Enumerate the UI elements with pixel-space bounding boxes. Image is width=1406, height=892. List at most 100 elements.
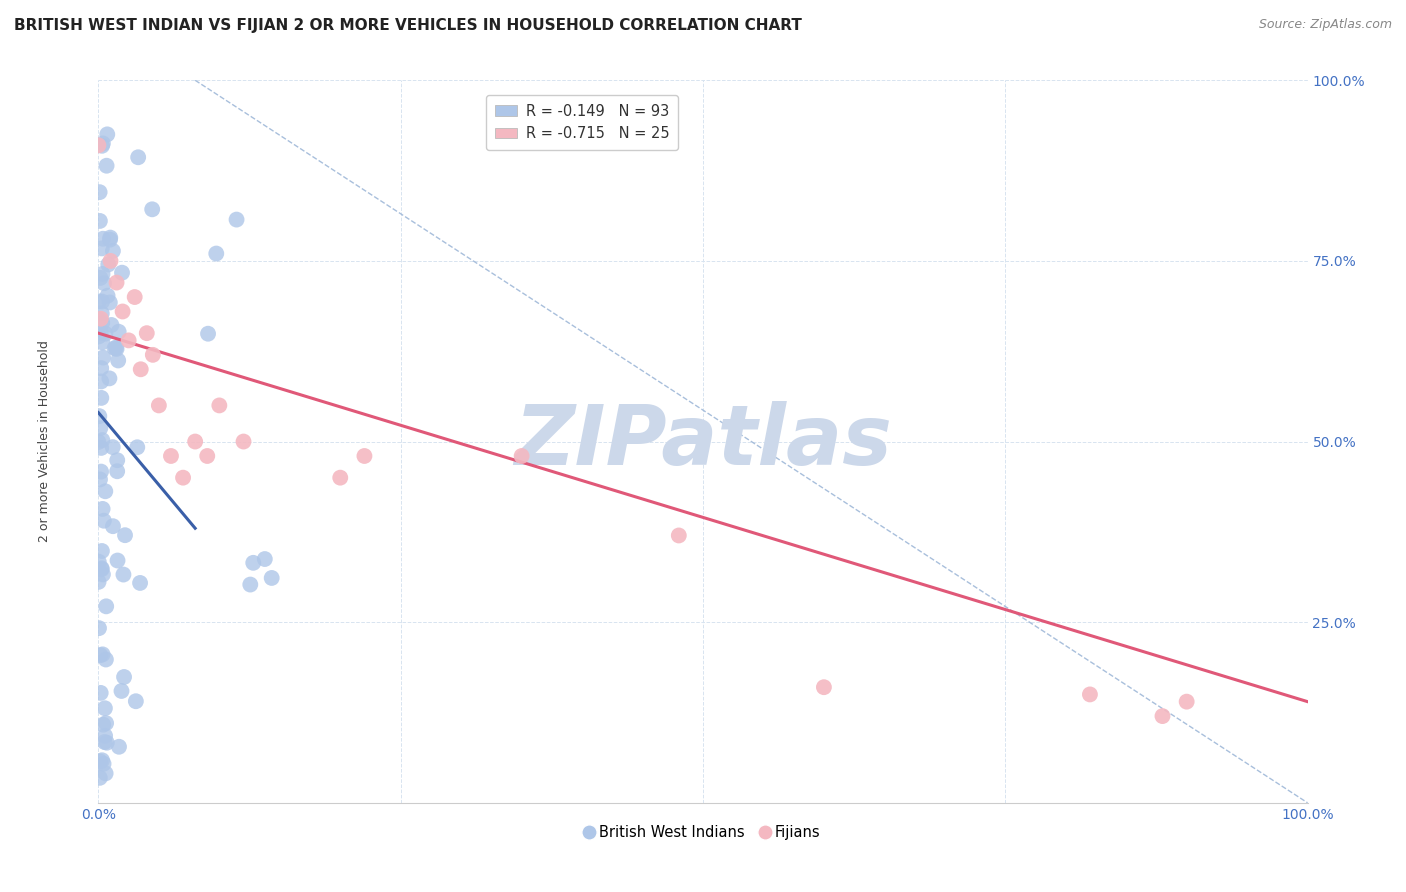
Point bbox=[129, 576, 152, 591]
Point bbox=[89, 755, 111, 769]
Point bbox=[89, 214, 111, 228]
Point bbox=[91, 567, 114, 582]
Point bbox=[94, 716, 117, 731]
Point bbox=[90, 544, 112, 558]
Point bbox=[127, 150, 149, 164]
Point bbox=[205, 246, 228, 260]
Point bbox=[107, 553, 129, 567]
Point bbox=[107, 325, 129, 339]
Point bbox=[90, 686, 112, 700]
Point bbox=[90, 311, 112, 326]
Point bbox=[90, 441, 112, 455]
Point bbox=[104, 341, 127, 355]
Point bbox=[239, 577, 262, 591]
Point bbox=[232, 434, 254, 449]
Point bbox=[94, 701, 117, 715]
Point bbox=[100, 318, 122, 332]
Point bbox=[93, 735, 115, 749]
Point bbox=[87, 329, 110, 343]
Point bbox=[197, 326, 219, 341]
Point bbox=[1152, 709, 1174, 723]
Point bbox=[111, 266, 134, 280]
Point bbox=[135, 326, 157, 341]
Point bbox=[91, 753, 114, 767]
Point bbox=[98, 371, 121, 385]
Point bbox=[98, 295, 121, 310]
Point bbox=[90, 241, 112, 255]
Point bbox=[89, 271, 111, 285]
Point bbox=[90, 465, 112, 479]
Point bbox=[1175, 695, 1198, 709]
Point bbox=[89, 648, 111, 663]
Point bbox=[87, 621, 110, 635]
Point bbox=[87, 312, 110, 326]
Point bbox=[112, 670, 135, 684]
Point bbox=[91, 294, 114, 309]
Point bbox=[105, 342, 128, 356]
Point bbox=[225, 212, 247, 227]
Point bbox=[160, 449, 183, 463]
Point bbox=[96, 128, 118, 142]
Point bbox=[101, 244, 124, 258]
Point bbox=[101, 440, 124, 454]
Point bbox=[329, 471, 352, 485]
Point bbox=[96, 736, 118, 750]
Text: ZIPatlas: ZIPatlas bbox=[515, 401, 891, 482]
Point bbox=[242, 556, 264, 570]
Point bbox=[97, 288, 120, 302]
Point bbox=[260, 571, 283, 585]
Point bbox=[118, 334, 141, 348]
Point bbox=[510, 449, 533, 463]
Point bbox=[105, 453, 128, 467]
Point bbox=[114, 528, 136, 542]
Point bbox=[107, 353, 129, 368]
Point bbox=[93, 277, 115, 291]
Point bbox=[111, 304, 134, 318]
Point bbox=[141, 202, 163, 217]
Point bbox=[97, 258, 120, 272]
Point bbox=[100, 253, 122, 268]
Point bbox=[101, 519, 124, 533]
Point bbox=[253, 552, 276, 566]
Point bbox=[195, 449, 218, 463]
Point bbox=[91, 335, 114, 350]
Text: BRITISH WEST INDIAN VS FIJIAN 2 OR MORE VEHICLES IN HOUSEHOLD CORRELATION CHART: BRITISH WEST INDIAN VS FIJIAN 2 OR MORE … bbox=[14, 18, 801, 33]
Point bbox=[94, 652, 117, 666]
Point bbox=[90, 391, 112, 405]
Point bbox=[98, 233, 121, 247]
Point bbox=[129, 362, 152, 376]
Point bbox=[91, 136, 114, 151]
Point bbox=[91, 232, 114, 246]
Point bbox=[90, 562, 112, 576]
Point bbox=[353, 449, 375, 463]
Point bbox=[125, 694, 148, 708]
Point bbox=[91, 433, 114, 447]
Point bbox=[94, 484, 117, 499]
Point bbox=[110, 684, 132, 698]
Point bbox=[105, 464, 128, 478]
Point bbox=[148, 398, 170, 412]
Point bbox=[91, 351, 114, 365]
Point bbox=[90, 561, 112, 575]
Legend: British West Indians, Fijians: British West Indians, Fijians bbox=[579, 820, 827, 847]
Point bbox=[90, 306, 112, 320]
Point bbox=[93, 514, 115, 528]
Point bbox=[94, 729, 117, 743]
Point bbox=[89, 185, 111, 199]
Point bbox=[124, 290, 146, 304]
Point bbox=[1078, 687, 1101, 701]
Point bbox=[90, 326, 112, 340]
Point bbox=[668, 528, 690, 542]
Point bbox=[105, 276, 128, 290]
Point bbox=[91, 267, 114, 281]
Point bbox=[98, 230, 121, 244]
Point bbox=[87, 555, 110, 569]
Point bbox=[112, 567, 135, 582]
Point bbox=[87, 138, 110, 153]
Point bbox=[94, 766, 117, 780]
Text: Source: ZipAtlas.com: Source: ZipAtlas.com bbox=[1258, 18, 1392, 31]
Point bbox=[108, 739, 131, 754]
Point bbox=[94, 326, 117, 341]
Point bbox=[90, 375, 112, 389]
Point bbox=[87, 434, 110, 449]
